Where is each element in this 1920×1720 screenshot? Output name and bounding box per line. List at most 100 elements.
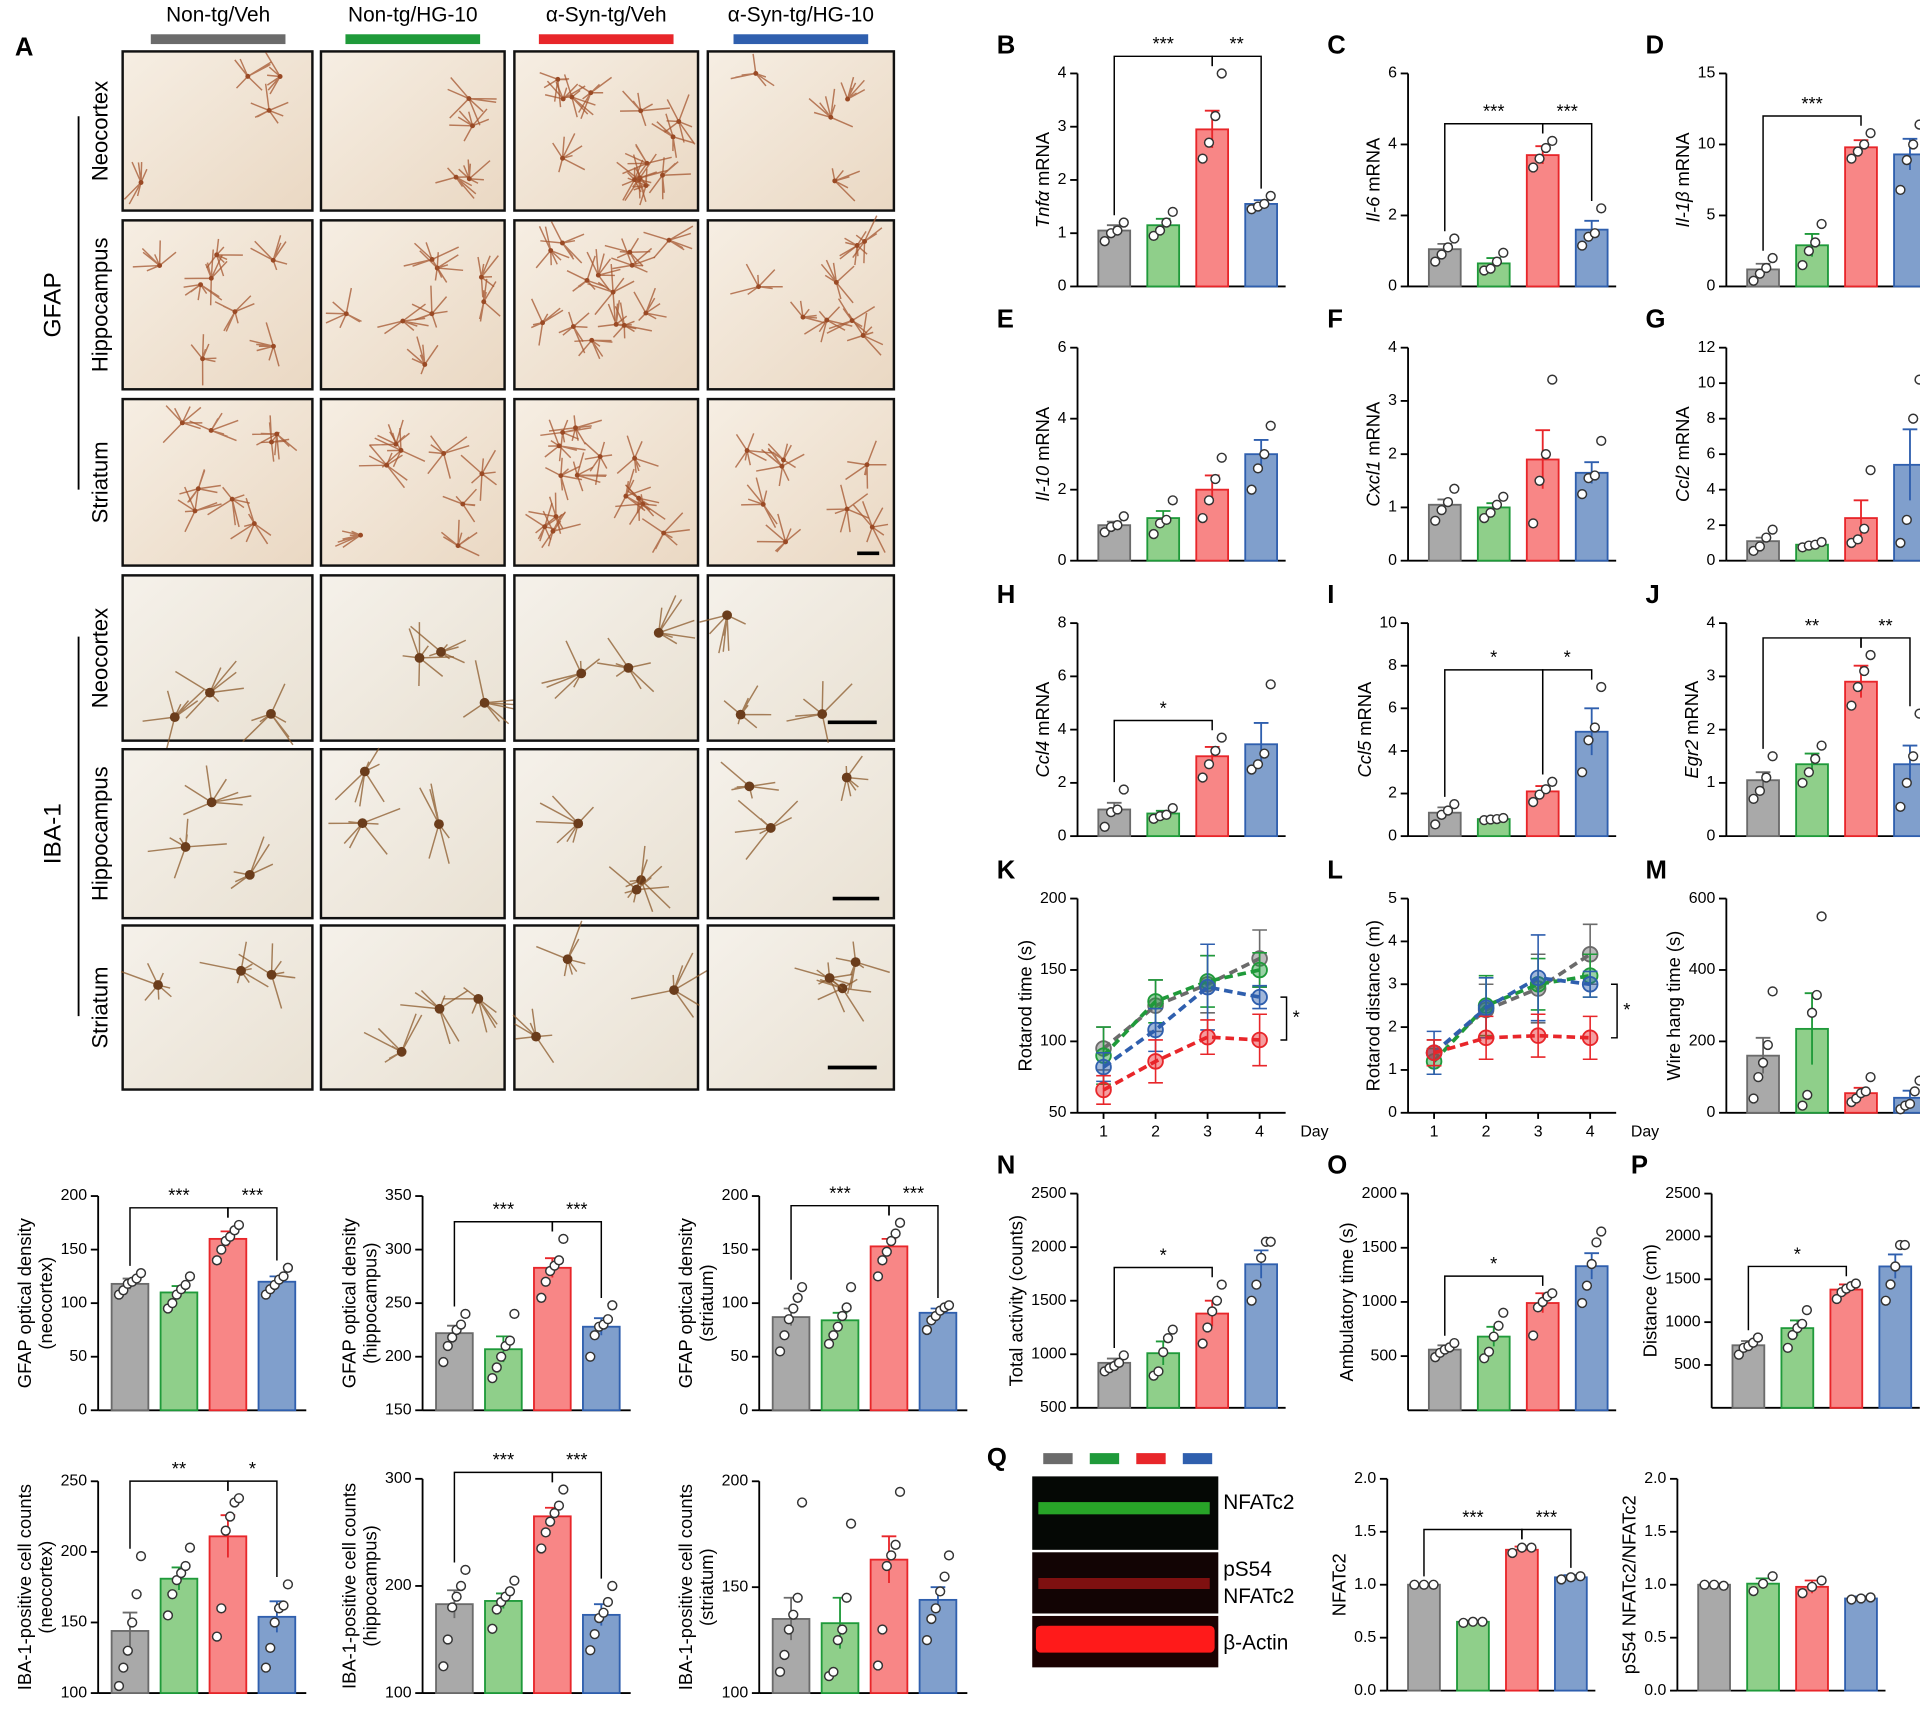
y-axis-label: Il-1β mRNA [1672,132,1693,228]
data-point [1859,139,1870,150]
data-point [442,1634,453,1645]
y-tick-label: 100 [722,1294,749,1311]
y-tick-label: 4 [1388,136,1397,153]
cell-process [162,405,203,444]
cell-process [411,285,448,328]
data-point [1167,495,1178,506]
cell-process [449,108,490,142]
data-point [1895,537,1906,549]
significance-bracket [888,1204,939,1298]
data-point [1207,1306,1218,1317]
bar [435,1603,474,1694]
significance-bracket [1280,996,1288,1041]
panel-letter: D [1646,31,1665,59]
cell-process [250,235,288,271]
data-point [1428,1579,1439,1590]
data-point [1449,233,1460,244]
data-point [1797,777,1808,789]
cell-body [623,662,634,673]
data-point [491,1362,502,1373]
data-point [1865,1071,1876,1083]
bar [820,1319,860,1412]
cell-process [545,457,583,501]
significance-bracket [1610,983,1618,1039]
cell-process [620,90,670,127]
data-point [1430,819,1441,830]
bar [1244,1263,1278,1409]
data-point [1158,1346,1169,1358]
cell-process [839,230,868,266]
cell-process [790,300,826,324]
bar [1574,471,1609,562]
cell-body [573,425,578,431]
group-name: Non-tg/HG-10 [348,3,477,26]
data-point [845,1281,857,1293]
cell-process [328,807,401,855]
significance-label: *** [566,1199,587,1220]
cell-body [466,176,472,182]
data-point [216,1603,227,1614]
y-tick-label: 0 [1058,278,1067,295]
y-tick-label: 0 [1388,278,1397,295]
micrograph [319,574,506,742]
cell-body [429,257,435,262]
cell-process [183,283,223,301]
data-point [1846,700,1857,711]
data-point [1516,1542,1528,1553]
data-point [1803,245,1815,257]
data-point [877,1624,888,1635]
data-point [841,1592,852,1603]
cell-process [584,441,613,486]
data-point [1118,511,1129,522]
y-tick-label: 10 [1698,136,1716,153]
cell-process [207,486,250,528]
cell-body [270,343,276,349]
y-tick-label: 1 [1706,774,1715,791]
data-point [1436,249,1447,260]
significance-label: ** [172,1458,186,1479]
data-point [1596,435,1607,447]
y-tick-label: 2000 [1362,1185,1398,1202]
cell-process [558,311,590,354]
cell-body [613,321,619,327]
cell-process [460,449,497,501]
data-point [1909,1086,1920,1097]
cell-body [245,73,251,79]
data-point [1748,793,1759,804]
cell-process [820,259,855,304]
data-point [1767,1571,1778,1582]
data-point [774,1666,786,1678]
cell-process [622,159,658,201]
y-tick-label: 0 [78,1401,87,1418]
data-point [1540,784,1552,795]
y-axis-unit: mRNA [1032,131,1053,186]
cell-process [369,419,410,446]
cell-process [447,77,497,126]
cell-process [734,799,799,860]
data-point [1161,217,1172,228]
cell-body [169,712,180,723]
data-point [1211,1295,1223,1306]
data-point [224,1511,236,1522]
cell-body [844,506,850,512]
data-point [1147,1053,1164,1070]
cell-body [205,687,215,698]
cell-body [735,709,746,720]
cell-body [627,249,633,255]
data-point [1591,1237,1602,1248]
data-point [1498,812,1509,824]
bar [1574,1265,1609,1412]
y-tick-label: 2 [1058,774,1067,791]
cell-body [643,310,649,316]
data-point [1797,1588,1808,1599]
data-point [1831,1293,1842,1305]
y-axis-label: (neocortex) [35,1257,56,1350]
data-point [1491,499,1503,510]
significance-label: * [1160,697,1167,718]
cell-body [479,697,490,708]
y-tick-label: 150 [1040,961,1067,978]
y-tick-label: 15 [1698,65,1716,82]
gene-name: Ccl5 [1354,740,1375,778]
y-tick-label: 200 [61,1543,88,1560]
data-point [1733,1349,1744,1360]
